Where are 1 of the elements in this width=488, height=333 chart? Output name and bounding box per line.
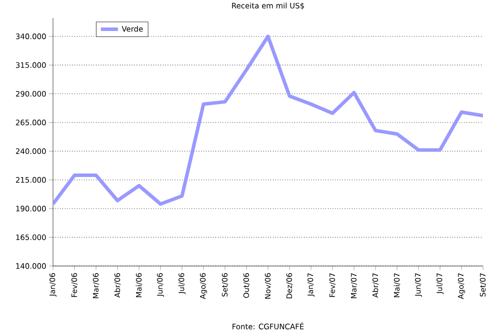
- line-series: [53, 34, 484, 206]
